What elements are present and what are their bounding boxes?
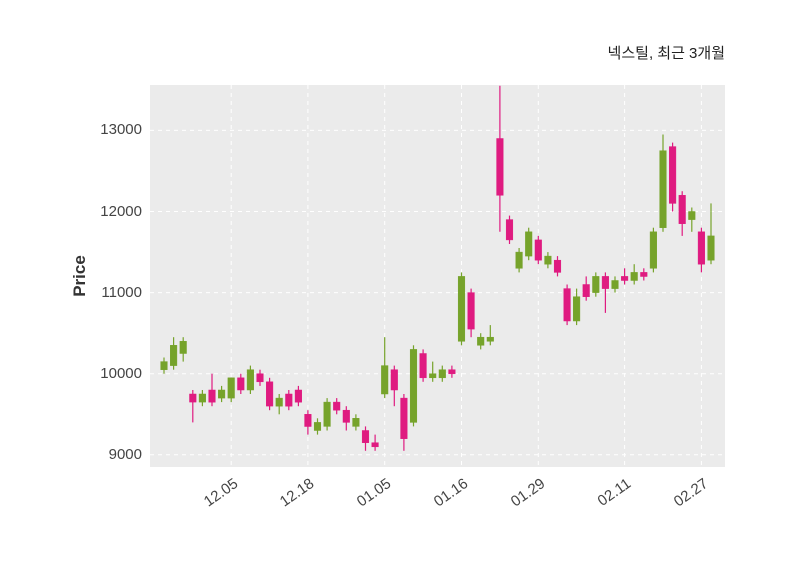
candle-body xyxy=(477,336,485,346)
candle-body xyxy=(659,150,667,228)
candle-body xyxy=(198,393,206,403)
candle-body xyxy=(688,211,696,220)
candle-body xyxy=(630,272,638,281)
candle-body xyxy=(582,284,590,297)
chart-title: 넥스틸, 최근 3개월 xyxy=(607,45,725,62)
x-tick-label: 01.16 xyxy=(430,475,472,511)
candle-body xyxy=(611,280,619,289)
candle-body xyxy=(409,349,418,423)
candle-body xyxy=(237,377,245,391)
candle-body xyxy=(640,272,648,277)
candle-body xyxy=(429,373,437,379)
candle-body xyxy=(486,336,494,342)
plot-area xyxy=(150,85,725,467)
candle-body xyxy=(208,389,216,403)
candle-body xyxy=(390,369,398,391)
candle-body xyxy=(371,442,379,448)
candle-body xyxy=(352,418,360,427)
candle-body xyxy=(381,365,389,395)
candle-body xyxy=(294,389,302,403)
candle-body xyxy=(601,276,609,289)
candle-body xyxy=(669,146,677,204)
candle-body xyxy=(467,292,475,330)
candle-body xyxy=(218,389,226,399)
candle-body xyxy=(496,138,504,196)
candle-body xyxy=(592,276,600,293)
candlestick-svg xyxy=(150,85,725,467)
candle-body xyxy=(256,373,264,383)
x-tick-label: 01.05 xyxy=(353,475,395,511)
candle-body xyxy=(342,409,350,423)
candle-body xyxy=(534,239,542,261)
y-tick-label: 12000 xyxy=(100,202,142,220)
candle-body xyxy=(515,251,523,269)
candle-body xyxy=(189,393,197,403)
y-tick-label: 10000 xyxy=(100,364,142,382)
y-axis-ticks: 9000 10000 11000 12000 13000 xyxy=(0,85,142,467)
candle-body xyxy=(525,231,533,257)
candle-body xyxy=(227,377,235,399)
candle-body xyxy=(544,255,552,265)
candle-body xyxy=(313,422,322,431)
y-tick-label: 13000 xyxy=(100,121,142,139)
y-tick-label: 11000 xyxy=(101,283,142,301)
x-tick-label: 01.29 xyxy=(507,475,549,511)
candle-body xyxy=(649,231,657,269)
candle-body xyxy=(333,401,341,411)
y-tick-label: 9000 xyxy=(108,445,142,463)
candle-body xyxy=(563,288,571,322)
candle-body xyxy=(160,361,168,370)
candle-body xyxy=(246,369,254,391)
candle-body xyxy=(678,195,686,224)
x-tick-label: 12.05 xyxy=(200,475,241,511)
candle-body xyxy=(505,219,514,241)
x-tick-label: 02.27 xyxy=(670,475,712,511)
candle-body xyxy=(707,235,715,261)
candle-body xyxy=(573,296,581,322)
candle-body xyxy=(697,231,705,265)
candle-body xyxy=(419,353,427,379)
candle-body xyxy=(621,276,629,281)
x-tick-label: 02.11 xyxy=(594,475,635,510)
candle-body xyxy=(179,341,187,354)
candle-body xyxy=(457,276,466,342)
candle-body xyxy=(553,259,562,273)
candle-body xyxy=(438,369,446,379)
candle-body xyxy=(266,381,274,407)
x-axis-ticks: 12.05 12.18 01.05 01.16 01.29 02.11 02.27 xyxy=(150,467,725,537)
x-tick-label: 12.18 xyxy=(277,475,318,511)
candle-body xyxy=(361,430,370,443)
candle-body xyxy=(170,345,178,366)
candle-body xyxy=(448,369,456,375)
candle-body xyxy=(400,397,408,439)
candle-body xyxy=(285,393,293,407)
candle-body xyxy=(275,397,283,407)
candle-body xyxy=(323,401,331,427)
candle-body xyxy=(304,414,312,427)
